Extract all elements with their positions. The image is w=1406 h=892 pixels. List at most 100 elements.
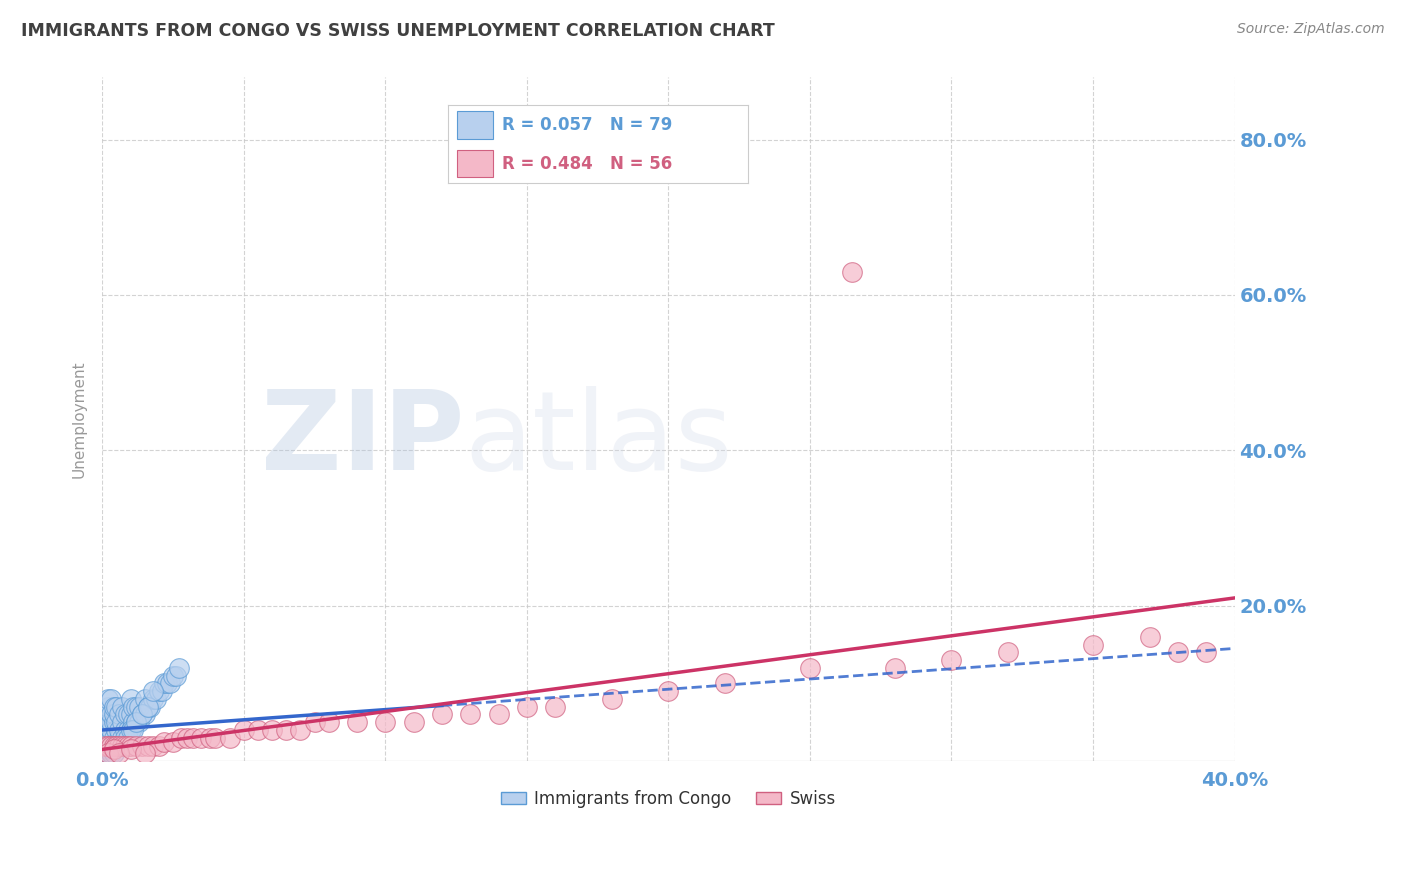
Point [108, 731, 131, 745]
Point [94, 739, 117, 753]
Point [131, 707, 153, 722]
Point [108, 739, 131, 753]
Point [120, 707, 142, 722]
Point [134, 707, 156, 722]
Point [120, 692, 142, 706]
Point [125, 699, 148, 714]
Point [136, 739, 159, 753]
Point [97, 747, 120, 761]
Point [108, 747, 131, 761]
Point [117, 707, 139, 722]
Point [97, 747, 120, 761]
Legend: Immigrants from Congo, Swiss: Immigrants from Congo, Swiss [494, 783, 842, 814]
Point [103, 739, 125, 753]
Point [883, 661, 905, 675]
Text: atlas: atlas [464, 386, 733, 493]
Point [94, 739, 117, 753]
Point [290, 723, 312, 737]
Point [150, 684, 173, 698]
Point [136, 699, 159, 714]
Y-axis label: Unemployment: Unemployment [72, 360, 86, 478]
Text: IMMIGRANTS FROM CONGO VS SWISS UNEMPLOYMENT CORRELATION CHART: IMMIGRANTS FROM CONGO VS SWISS UNEMPLOYM… [21, 22, 775, 40]
Point [94, 731, 117, 745]
Point [159, 676, 181, 690]
Point [97, 692, 120, 706]
Point [108, 723, 131, 737]
Point [181, 731, 204, 745]
Point [97, 699, 120, 714]
Point [153, 734, 176, 748]
Point [145, 692, 167, 706]
Point [458, 707, 481, 722]
Point [100, 739, 122, 753]
Point [841, 265, 863, 279]
Point [100, 742, 122, 756]
Point [122, 699, 145, 714]
Point [97, 742, 120, 756]
Point [276, 723, 298, 737]
Point [105, 739, 128, 753]
Point [100, 731, 122, 745]
Point [111, 715, 134, 730]
Point [346, 715, 368, 730]
Point [190, 731, 212, 745]
Point [120, 739, 142, 753]
Point [1167, 645, 1189, 659]
Point [142, 692, 165, 706]
Point [105, 699, 128, 714]
Point [1081, 638, 1104, 652]
Point [103, 731, 125, 745]
Point [941, 653, 963, 667]
Point [142, 739, 165, 753]
Point [122, 715, 145, 730]
Point [108, 739, 131, 753]
Point [103, 747, 125, 761]
Point [97, 739, 120, 753]
Point [516, 699, 538, 714]
Point [117, 723, 139, 737]
Point [128, 699, 150, 714]
Point [111, 739, 134, 753]
Point [260, 723, 283, 737]
Point [100, 747, 122, 761]
Point [142, 684, 165, 698]
Point [111, 699, 134, 714]
Point [94, 742, 117, 756]
Point [125, 715, 148, 730]
Point [114, 739, 136, 753]
Point [114, 707, 136, 722]
Point [153, 676, 176, 690]
Point [100, 715, 122, 730]
Point [318, 715, 340, 730]
Point [136, 699, 159, 714]
Point [97, 715, 120, 730]
Point [103, 742, 125, 756]
Point [714, 676, 737, 690]
Point [94, 707, 117, 722]
Point [657, 684, 679, 698]
Point [117, 739, 139, 753]
Point [117, 731, 139, 745]
Point [97, 731, 120, 745]
Point [402, 715, 425, 730]
Point [100, 707, 122, 722]
Point [97, 723, 120, 737]
Point [176, 731, 198, 745]
Point [131, 739, 153, 753]
Point [111, 731, 134, 745]
Point [103, 699, 125, 714]
Point [218, 731, 240, 745]
Point [114, 723, 136, 737]
Point [198, 731, 221, 745]
Point [1139, 630, 1161, 644]
Point [105, 715, 128, 730]
Point [100, 739, 122, 753]
Point [156, 676, 179, 690]
Point [148, 684, 170, 698]
Point [105, 723, 128, 737]
Point [162, 668, 184, 682]
Point [165, 668, 187, 682]
Point [246, 723, 269, 737]
Point [103, 707, 125, 722]
Point [105, 739, 128, 753]
